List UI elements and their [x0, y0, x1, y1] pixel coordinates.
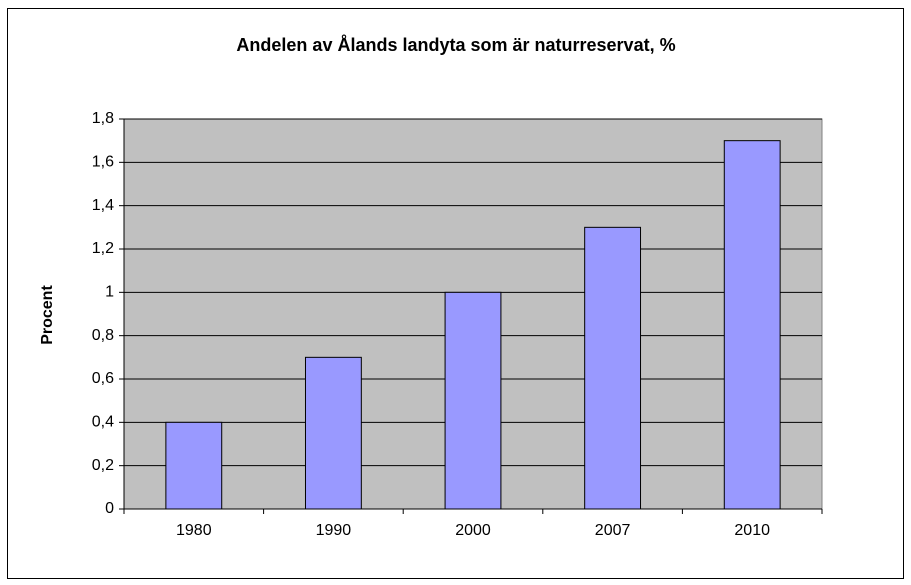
chart-title: Andelen av Ålands landyta som är naturre…	[236, 35, 675, 55]
bar	[165, 421, 223, 510]
y-tick-label: 1,2	[92, 240, 114, 257]
bar	[584, 226, 642, 510]
x-tick-label: 2010	[734, 522, 770, 539]
y-tick-label: 0,6	[92, 370, 114, 387]
y-tick-label: 0	[105, 500, 114, 517]
x-tick-label: 1980	[176, 522, 212, 539]
x-tick-label: 2000	[455, 522, 491, 539]
y-tick-label: 1	[105, 284, 114, 301]
x-tick-label: 1990	[316, 522, 352, 539]
y-tick-label: 1,6	[92, 154, 114, 171]
x-tick-label: 2007	[595, 522, 631, 539]
y-tick-label: 1,8	[92, 110, 114, 127]
bar	[723, 140, 781, 510]
y-tick-label: 0,2	[92, 457, 114, 474]
y-tick-label: 1,4	[92, 197, 114, 214]
y-axis-label: Procent	[39, 285, 56, 345]
y-tick-label: 0,8	[92, 327, 114, 344]
y-tick-label: 0,4	[92, 414, 114, 431]
bar	[444, 291, 502, 510]
bar	[304, 356, 362, 510]
